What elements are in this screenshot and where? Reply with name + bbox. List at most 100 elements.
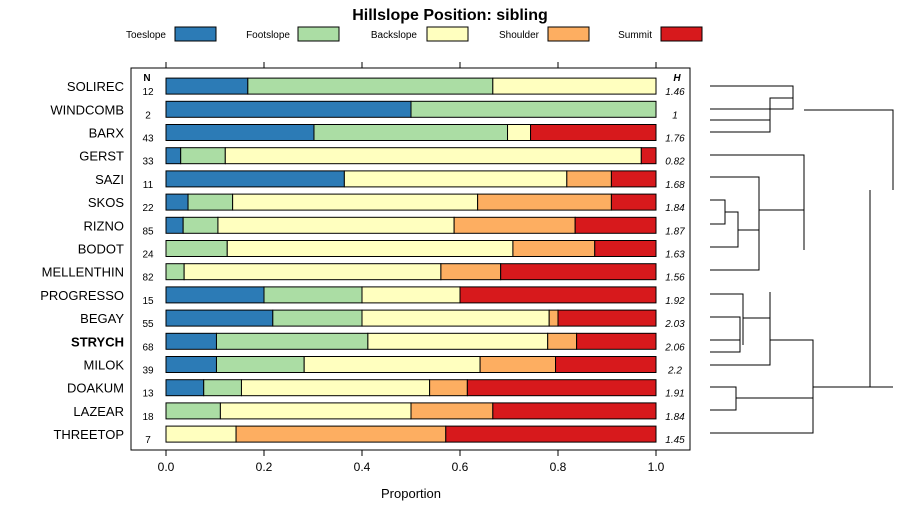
- bar-mellenthin-shoulder: [440, 263, 502, 281]
- bar-bodot-summit: [594, 240, 657, 257]
- dendrogram-branch-19: [813, 190, 871, 388]
- bar-strych-toeslope: [165, 332, 217, 350]
- h-value-windcomb: 1: [672, 110, 678, 121]
- bar-gerst-toeslope: [165, 147, 182, 165]
- h-value-skos: 1.84: [665, 203, 685, 214]
- bar-barx-backslope: [507, 124, 532, 141]
- legend-swatch-summit: [660, 26, 703, 42]
- bar-gerst-footslope: [180, 147, 226, 165]
- row-label-milok: MILOK: [84, 358, 125, 373]
- h-value-gerst: 0.82: [665, 157, 685, 168]
- row-labels: SOLIREC 12 1.46 WINDCOMB 2 1 BARX 43 1.76 GERST 33…: [40, 79, 685, 446]
- bar-rizno-footslope: [182, 216, 219, 234]
- bar-doakum-backslope: [240, 379, 431, 397]
- bar-sazi-toeslope: [165, 170, 345, 188]
- bar-progresso-footslope: [263, 286, 363, 304]
- row-label-skos: SKOS: [88, 195, 124, 210]
- h-value-rizno: 1.87: [665, 226, 685, 237]
- legend-label-footslope: Footslope: [246, 30, 290, 41]
- n-value-solirec: 12: [142, 87, 154, 98]
- bar-strych-summit: [576, 332, 657, 350]
- x-axis: 0.0 0.2 0.4 0.6 0.8 1.0: [158, 62, 665, 474]
- row-label-lazear: LAZEAR: [73, 404, 124, 419]
- bar-barx-toeslope: [165, 124, 315, 141]
- n-value-bodot: 24: [142, 250, 154, 261]
- legend-label-toeslope: Toeslope: [126, 30, 166, 41]
- bar-doakum-footslope: [203, 379, 242, 397]
- h-value-milok: 2.2: [667, 366, 682, 377]
- bar-sazi-shoulder: [566, 170, 612, 188]
- bar-milok-shoulder: [479, 356, 557, 373]
- n-value-sazi: 11: [143, 180, 154, 191]
- row-label-progresso: PROGRESSO: [40, 288, 124, 303]
- n-value-milok: 39: [142, 366, 154, 377]
- bar-bodot-footslope: [165, 240, 228, 257]
- bar-gerst-summit: [640, 147, 657, 165]
- bar-mellenthin-backslope: [183, 263, 442, 281]
- legend-swatch-backslope: [426, 26, 469, 42]
- dendrogram-branch-13: [710, 293, 744, 345]
- bar-lazear-footslope: [165, 402, 221, 420]
- bar-begay-backslope: [361, 309, 550, 327]
- row-label-solirec: SOLIREC: [67, 79, 124, 94]
- bar-strych-footslope: [215, 332, 369, 350]
- bar-threetop-summit: [445, 425, 657, 443]
- bar-rizno-summit: [574, 216, 657, 234]
- bar-lazear-shoulder: [410, 402, 494, 420]
- n-value-doakum: 13: [142, 389, 154, 400]
- x-tick-label-1: 0.2: [256, 460, 273, 474]
- bar-sazi-summit: [610, 170, 657, 188]
- row-label-sazi: SAZI: [95, 172, 124, 187]
- n-header: N: [143, 73, 150, 84]
- dendrogram-branch-4: [710, 199, 726, 225]
- row-label-rizno: RIZNO: [84, 218, 124, 233]
- dendrogram-branch-9: [804, 109, 894, 190]
- bar-solirec-toeslope: [165, 77, 249, 95]
- n-value-rizno: 85: [142, 226, 154, 237]
- dendrogram-branch-3: [710, 154, 805, 171]
- n-value-barx: 43: [142, 134, 154, 145]
- row-label-gerst: GERST: [79, 149, 124, 164]
- bar-milok-backslope: [303, 356, 481, 373]
- bar-begay-footslope: [272, 309, 363, 327]
- h-value-barx: 1.76: [665, 134, 685, 145]
- dendrogram: [710, 85, 894, 434]
- bar-milok-summit: [555, 356, 657, 373]
- h-value-bodot: 1.63: [665, 250, 685, 261]
- dendrogram-branch-6: [710, 229, 760, 271]
- bar-begay-toeslope: [165, 309, 274, 327]
- bar-skos-backslope: [232, 193, 479, 211]
- bar-milok-footslope: [215, 356, 305, 373]
- h-value-strych: 2.06: [664, 342, 685, 353]
- dendrogram-branch-11: [710, 316, 741, 341]
- h-value-begay: 2.03: [664, 319, 685, 330]
- x-tick-label-3: 0.6: [452, 460, 469, 474]
- bar-sazi-backslope: [343, 170, 568, 188]
- bar-skos-toeslope: [165, 193, 189, 211]
- dendrogram-branch-2: [710, 98, 771, 121]
- x-tick-label-0: 0.0: [158, 460, 175, 474]
- bar-skos-shoulder: [477, 193, 612, 211]
- bars-group: [165, 77, 657, 443]
- h-value-lazear: 1.84: [665, 412, 685, 423]
- h-header: H: [673, 73, 681, 84]
- row-label-doakum: DOAKUM: [67, 381, 124, 396]
- n-value-windcomb: 2: [145, 110, 151, 121]
- legend-label-shoulder: Shoulder: [499, 30, 540, 41]
- bar-barx-footslope: [313, 124, 509, 141]
- bar-lazear-summit: [492, 402, 657, 420]
- bar-threetop-backslope: [165, 425, 237, 443]
- bar-lazear-backslope: [219, 402, 412, 420]
- legend-swatch-shoulder: [547, 26, 590, 42]
- h-value-progresso: 1.92: [665, 296, 685, 307]
- n-value-gerst: 33: [142, 157, 154, 168]
- legend-swatch-footslope: [297, 26, 340, 42]
- n-value-mellenthin: 82: [142, 273, 154, 284]
- n-value-begay: 55: [142, 319, 154, 330]
- bar-solirec-backslope: [492, 77, 657, 95]
- n-value-skos: 22: [142, 203, 154, 214]
- legend: Toeslope Footslope Backslope Shoulder Summit: [126, 26, 703, 42]
- chart-title: Hillslope Position: sibling: [352, 7, 548, 24]
- x-tick-label-5: 1.0: [648, 460, 665, 474]
